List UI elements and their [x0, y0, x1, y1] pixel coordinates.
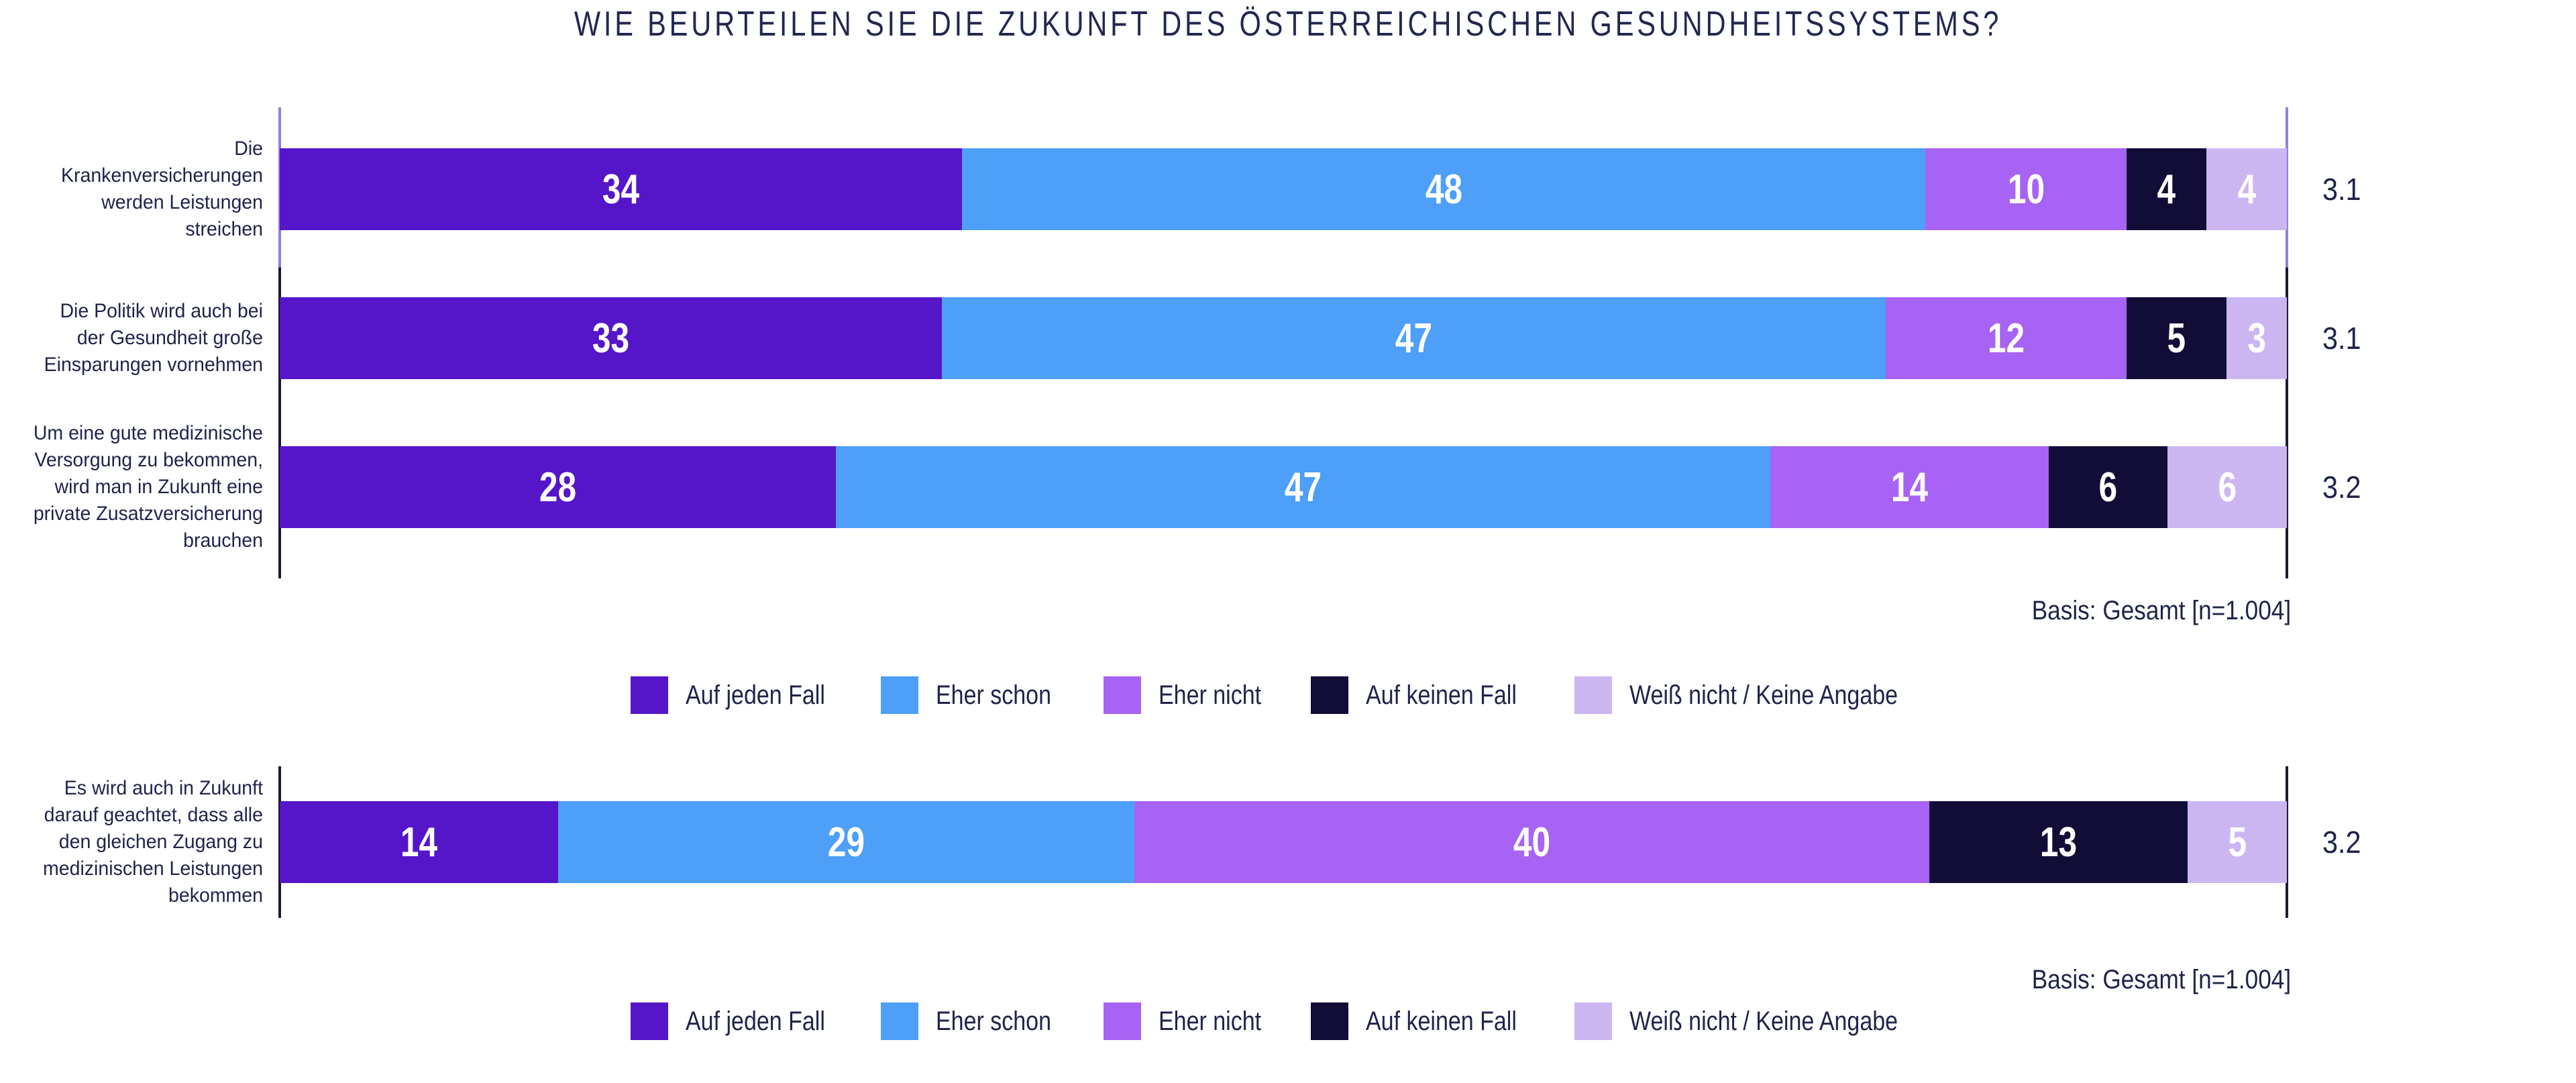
bar-segment-auf-keinen-fall: 5	[2126, 297, 2227, 379]
stacked-bar: 34 48 10 4 4	[280, 148, 2288, 230]
mean-value: 3.1	[2322, 172, 2361, 207]
legend-swatch-eher-nicht	[1103, 676, 1141, 714]
legend-item-auf-jeden-fall: Auf jeden Fall	[630, 1002, 850, 1040]
segment-value: 13	[2039, 819, 2077, 866]
segment-value: 10	[2007, 166, 2045, 213]
legend-item-eher-nicht: Eher nicht	[1103, 676, 1279, 714]
bar-segment-eher-schon: 48	[962, 148, 1926, 230]
legend-swatch-eher-schon	[881, 676, 919, 714]
bar-segment-wei-nicht-keine-angabe: 5	[2187, 801, 2288, 883]
bar-segment-auf-keinen-fall: 13	[1929, 801, 2188, 883]
legend-swatch-eher-nicht	[1103, 1002, 1141, 1040]
bar-segment-auf-jeden-fall: 14	[280, 801, 558, 883]
segment-value: 6	[2098, 464, 2118, 511]
chart-row: Es wird auch in Zukunft darauf geachtet,…	[0, 777, 2576, 907]
legend-label: Weiß nicht / Keine Angabe	[1629, 680, 1898, 710]
legend-item-eher-nicht: Eher nicht	[1103, 1002, 1279, 1040]
legend-swatch-wei-nicht-keine-angabe	[1574, 676, 1613, 714]
legend-label: Eher nicht	[1158, 680, 1261, 710]
legend: Auf jeden Fall Eher schon Eher nicht Auf ke…	[0, 676, 2576, 714]
segment-value: 6	[2218, 464, 2237, 511]
legend-item-auf-keinen-fall: Auf keinen Fall	[1310, 1002, 1544, 1040]
bar-segment-auf-jeden-fall: 28	[280, 446, 837, 528]
stacked-bar: 28 47 14 6 6	[280, 446, 2288, 528]
segment-value: 4	[2157, 166, 2176, 213]
legend-item-auf-jeden-fall: Auf jeden Fall	[630, 676, 850, 714]
segment-value: 34	[602, 166, 640, 213]
segment-value: 4	[2237, 166, 2256, 213]
legend: Auf jeden Fall Eher schon Eher nicht Auf ke…	[0, 1002, 2576, 1040]
chart-row: Die Politik wird auch bei der Gesundheit…	[0, 297, 2576, 379]
legend-label: Eher schon	[936, 1006, 1052, 1036]
segment-value: 14	[1890, 464, 1928, 511]
segment-value: 40	[1513, 819, 1550, 866]
segment-value: 12	[1987, 315, 2025, 362]
bar-segment-wei-nicht-keine-angabe: 6	[2167, 446, 2288, 528]
bar-segment-auf-jeden-fall: 34	[280, 148, 963, 230]
bar-segment-eher-schon: 29	[557, 801, 1134, 883]
legend-item-auf-keinen-fall: Auf keinen Fall	[1310, 676, 1544, 714]
legend-item-eher-schon: Eher schon	[881, 1002, 1071, 1040]
segment-value: 47	[1395, 315, 1433, 362]
bar-segment-auf-keinen-fall: 4	[2126, 148, 2207, 230]
top-stacked-bar-chart: Die Krankenversicherungen werden Leistun…	[0, 107, 2576, 578]
category-label: Die Krankenversicherungen werden Leistun…	[60, 138, 264, 240]
bar-segment-eher-schon: 47	[942, 297, 1886, 379]
chart-row: Um eine gute medizinische Versorgung zu …	[0, 422, 2576, 552]
legend-label: Auf jeden Fall	[685, 680, 825, 710]
legend-item-wei-nicht-keine-angabe: Weiß nicht / Keine Angabe	[1574, 676, 1945, 714]
bar-segment-eher-nicht: 40	[1134, 801, 1929, 883]
legend-swatch-wei-nicht-keine-angabe	[1574, 1002, 1613, 1040]
basis-note: Basis: Gesamt [n=1.004]	[2031, 596, 2291, 625]
bar-segment-wei-nicht-keine-angabe: 4	[2206, 148, 2288, 230]
bar-segment-eher-nicht: 14	[1770, 446, 2049, 528]
legend-swatch-auf-keinen-fall	[1310, 1002, 1348, 1040]
legend-swatch-auf-jeden-fall	[630, 676, 668, 714]
bar-segment-eher-schon: 47	[836, 446, 1770, 528]
category-label: Die Politik wird auch bei der Gesundheit…	[44, 300, 263, 376]
segment-value: 48	[1425, 166, 1462, 213]
legend-item-wei-nicht-keine-angabe: Weiß nicht / Keine Angabe	[1574, 1002, 1945, 1040]
stacked-bar: 14 29 40 13 5	[280, 801, 2288, 883]
legend-label: Eher nicht	[1158, 1006, 1261, 1036]
mean-value: 3.1	[2322, 321, 2361, 356]
basis-note: Basis: Gesamt [n=1.004]	[2031, 965, 2291, 994]
segment-value: 3	[2247, 315, 2266, 362]
chart-title: WIE BEURTEILEN SIE DIE ZUKUNFT DES ÖSTER…	[574, 5, 2002, 44]
legend-swatch-auf-jeden-fall	[630, 1002, 668, 1040]
bar-segment-auf-keinen-fall: 6	[2048, 446, 2168, 528]
chart-row: Die Krankenversicherungen werden Leistun…	[0, 138, 2576, 240]
segment-value: 28	[539, 464, 577, 511]
segment-value: 29	[827, 819, 865, 866]
segment-value: 14	[400, 819, 437, 866]
legend-label: Auf keinen Fall	[1365, 680, 1517, 710]
legend-label: Weiß nicht / Keine Angabe	[1629, 1006, 1898, 1036]
mean-value: 3.2	[2322, 825, 2361, 860]
legend-swatch-eher-schon	[881, 1002, 919, 1040]
bottom-stacked-bar-chart: Es wird auch in Zukunft darauf geachtet,…	[0, 766, 2576, 918]
bar-segment-eher-nicht: 12	[1885, 297, 2127, 379]
stacked-bar: 33 47 12 5 3	[280, 297, 2287, 379]
category-label: Um eine gute medizinische Versorgung zu …	[33, 422, 263, 552]
bar-segment-auf-jeden-fall: 33	[280, 297, 943, 379]
legend-label: Auf jeden Fall	[685, 1006, 825, 1036]
segment-value: 47	[1285, 464, 1322, 511]
legend-swatch-auf-keinen-fall	[1310, 676, 1348, 714]
mean-value: 3.2	[2322, 470, 2361, 505]
segment-value: 5	[2167, 315, 2186, 362]
legend-label: Auf keinen Fall	[1365, 1006, 1517, 1036]
bar-segment-eher-nicht: 10	[1925, 148, 2127, 230]
category-label: Es wird auch in Zukunft darauf geachtet,…	[43, 777, 263, 907]
legend-item-eher-schon: Eher schon	[881, 676, 1071, 714]
legend-label: Eher schon	[936, 680, 1052, 710]
segment-value: 5	[2228, 819, 2247, 866]
right-axis-line	[2286, 107, 2288, 578]
segment-value: 33	[592, 315, 630, 362]
bar-segment-wei-nicht-keine-angabe: 3	[2226, 297, 2287, 379]
